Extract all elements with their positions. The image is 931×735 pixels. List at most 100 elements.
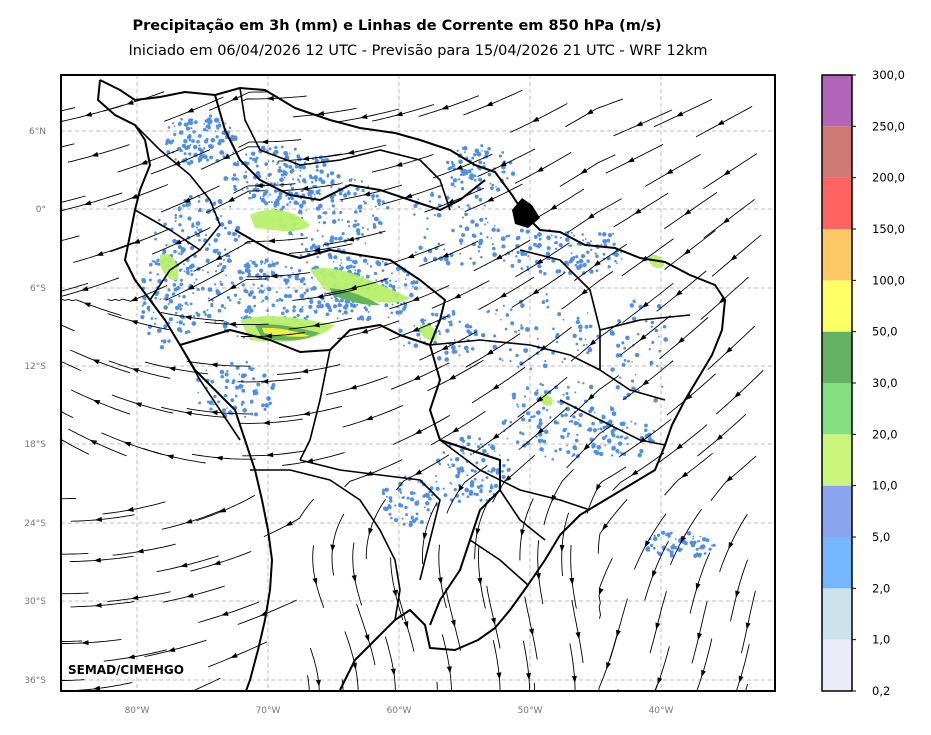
rain-cell (558, 447, 562, 452)
rain-cell (219, 222, 225, 227)
rain-cell (473, 153, 477, 157)
streamline (514, 152, 572, 184)
rain-cell (208, 400, 214, 405)
rain-cell (316, 304, 321, 309)
rain-cell (366, 262, 369, 265)
colorbar-segment (822, 383, 852, 435)
rain-cell (382, 488, 386, 492)
rain-cell (468, 489, 474, 494)
rain-cell (705, 538, 710, 543)
rain-cell (364, 242, 367, 245)
rain-cell (291, 233, 294, 236)
rain-cell (216, 232, 221, 237)
streamline (703, 199, 755, 239)
streamline (240, 332, 305, 337)
streamline-arrow (262, 420, 270, 426)
rain-cell (216, 264, 220, 268)
colorbar-segment (822, 485, 852, 537)
streamline-arrow (520, 529, 526, 537)
streamline (389, 315, 449, 341)
rain-cell (194, 231, 198, 235)
rain-cell (317, 214, 322, 220)
streamline-arrow (631, 469, 639, 476)
rain-cell (225, 378, 230, 384)
rain-cell (524, 252, 528, 256)
streamline (472, 414, 525, 454)
rain-cell (381, 269, 385, 272)
rain-cell (342, 249, 346, 252)
rain-cell (147, 331, 151, 336)
rain-cell (217, 123, 222, 128)
streamline (519, 326, 572, 366)
rain-cell (174, 220, 177, 222)
rain-cell (557, 400, 560, 403)
rain-cell (466, 495, 470, 499)
rain-cell (437, 356, 442, 361)
rain-cell (263, 407, 267, 411)
streamline (61, 640, 83, 642)
streamline (432, 153, 493, 179)
rain-cell (510, 263, 515, 268)
rain-cell (311, 243, 316, 248)
rain-cell (252, 389, 256, 394)
rain-cell (476, 151, 482, 157)
streamline-arrow (486, 196, 495, 202)
rain-cell (240, 373, 246, 379)
streamline-arrow (94, 602, 102, 608)
streamline (567, 198, 622, 233)
rain-cell (460, 448, 465, 453)
rain-cell (669, 553, 674, 558)
rain-cell (276, 161, 280, 164)
rain-cell (167, 339, 171, 343)
rain-cell (576, 316, 580, 320)
rain-cell (203, 147, 206, 150)
rain-cell (316, 255, 319, 259)
streamline-arrow (123, 441, 132, 447)
rain-cell (235, 326, 238, 329)
rain-cell (154, 237, 157, 241)
rain-cell (350, 309, 354, 313)
rain-cell (562, 393, 565, 396)
streamline-arrow (495, 254, 503, 260)
rain-cell (615, 385, 620, 390)
streamline-arrow (81, 640, 89, 646)
rain-cell (241, 400, 245, 404)
rain-cell (560, 413, 565, 418)
streamline (108, 360, 171, 379)
rain-cell (203, 127, 207, 132)
rain-cell (184, 146, 189, 150)
streamline (61, 438, 90, 455)
rain-cell (285, 309, 289, 313)
rain-cell (280, 145, 284, 149)
rain-cell (249, 156, 253, 160)
rain-cell (466, 442, 471, 447)
rain-cell (495, 308, 499, 312)
rain-cell (255, 171, 261, 176)
streamline (522, 640, 531, 691)
rain-cell (572, 415, 576, 419)
rain-cell (198, 207, 202, 211)
rain-cell (429, 486, 434, 490)
rain-cell (299, 293, 305, 299)
rain-cell (339, 264, 342, 267)
rain-cell (366, 315, 372, 321)
rain-cell (575, 342, 579, 346)
streamline-arrow (140, 159, 148, 165)
rain-cell (197, 160, 201, 163)
rain-cell (362, 258, 368, 264)
rain-cell (248, 196, 251, 200)
rain-cell (403, 283, 408, 287)
lat-label: 24°S (24, 519, 46, 529)
streamline-arrow (627, 157, 635, 163)
streamline-arrow (559, 544, 565, 552)
rain-cell (403, 344, 405, 347)
rain-cell (171, 139, 175, 143)
streamline (618, 418, 672, 458)
rain-cell (322, 162, 327, 167)
rain-cell (174, 213, 178, 217)
rain-cell (699, 535, 702, 538)
streamline-arrow (48, 552, 55, 557)
rain-cell (210, 304, 214, 308)
rain-cell (179, 278, 184, 282)
rain-cell (454, 456, 460, 462)
